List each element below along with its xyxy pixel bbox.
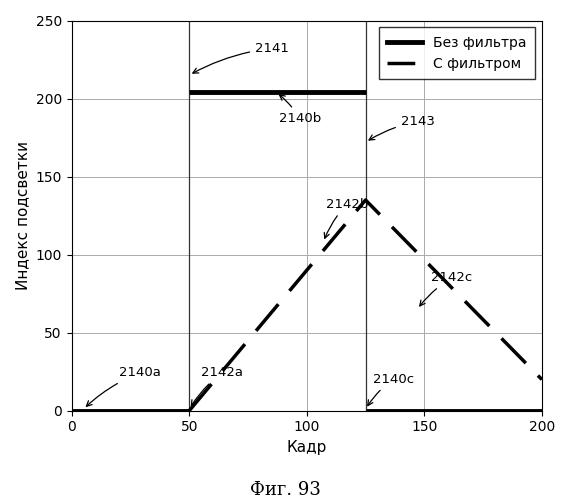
Text: 2143: 2143 — [369, 115, 435, 140]
Y-axis label: Индекс подсветки: Индекс подсветки — [15, 141, 30, 290]
Text: 2140b: 2140b — [279, 95, 321, 125]
Text: 2140c: 2140c — [368, 372, 414, 406]
Text: 2141: 2141 — [193, 42, 289, 73]
Text: 2142b: 2142b — [324, 198, 368, 238]
Text: 2142c: 2142c — [420, 271, 473, 306]
Text: Фиг. 93: Фиг. 93 — [250, 481, 320, 499]
X-axis label: Кадр: Кадр — [287, 440, 327, 455]
Text: 2142a: 2142a — [192, 366, 243, 406]
Text: 2140a: 2140a — [87, 366, 161, 406]
Legend: Без фильтра, С фильтром: Без фильтра, С фильтром — [379, 28, 535, 79]
